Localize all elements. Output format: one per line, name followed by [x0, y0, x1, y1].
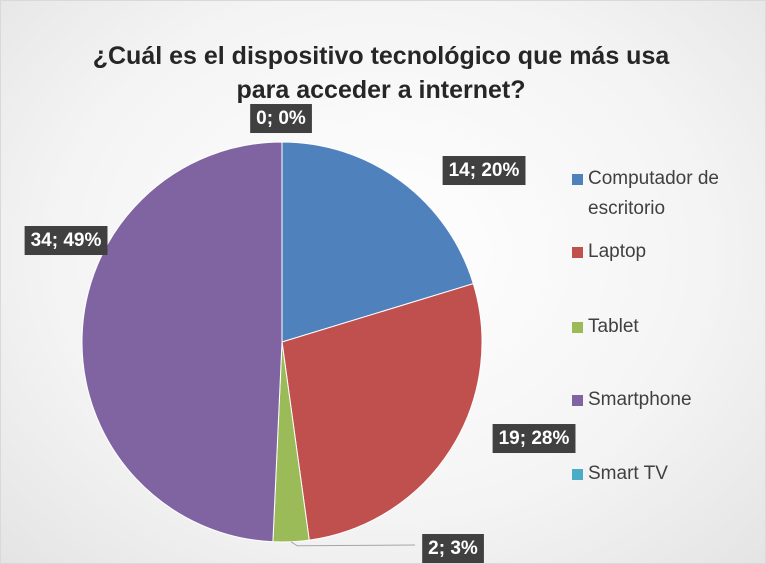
- data-label-group: 19; 28%: [492, 424, 576, 454]
- legend-label: Smartphone: [588, 389, 692, 410]
- data-label-box: [250, 104, 312, 134]
- data-label-box: [492, 424, 576, 454]
- data-label-group: 14; 20%: [442, 156, 526, 186]
- data-label-group: 2; 3%: [422, 534, 484, 563]
- data-label: 14; 20%: [449, 160, 520, 181]
- pie-slice: [81, 141, 283, 543]
- data-label: 2; 3%: [428, 538, 478, 559]
- data-label: 19; 28%: [499, 428, 570, 449]
- legend-swatch: [572, 322, 583, 333]
- legend-swatch: [572, 247, 583, 258]
- legend-label: Computador de escritorio: [588, 168, 719, 219]
- data-label-box: [24, 226, 108, 256]
- legend-swatch: [572, 174, 583, 185]
- leader-line: [290, 541, 416, 547]
- legend-swatch: [572, 395, 583, 406]
- data-label: 0; 0%: [256, 108, 306, 129]
- data-label: 34; 49%: [31, 230, 102, 251]
- pie-slice: [281, 141, 474, 343]
- data-label-box: [442, 156, 526, 186]
- data-label-group: 34; 49%: [24, 226, 108, 256]
- legend-label: Tablet: [588, 316, 639, 337]
- data-label-box: [422, 534, 484, 563]
- chart-title: ¿Cuál es el dispositivo tecnológico que …: [92, 42, 670, 104]
- legend-swatch: [572, 469, 583, 480]
- pie-slice: [281, 283, 483, 541]
- legend-label: Smart TV: [588, 463, 668, 484]
- legend-label: Laptop: [588, 241, 647, 262]
- data-label-group: 0; 0%: [250, 104, 312, 134]
